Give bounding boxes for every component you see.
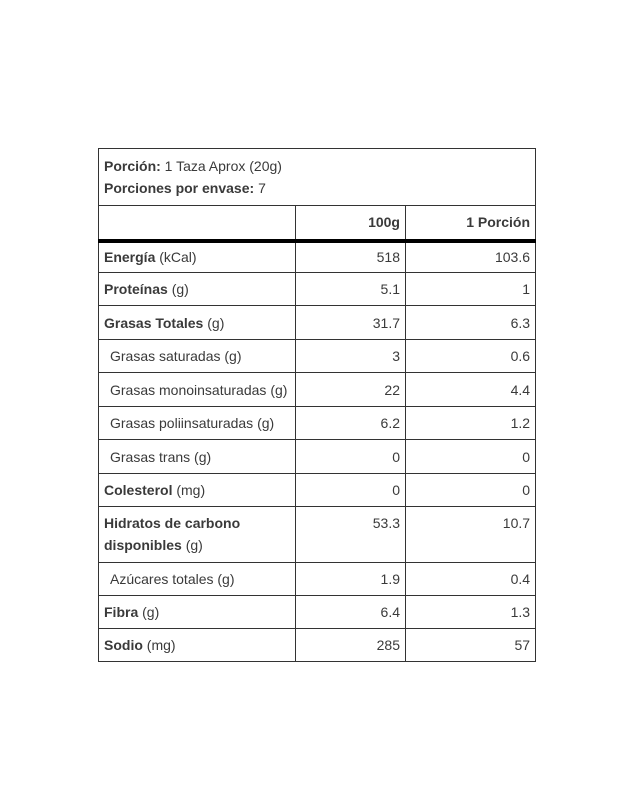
value-portion: 1 [404, 272, 537, 306]
value-portion: 0.6 [404, 339, 537, 373]
column-header-100g: 100g [295, 205, 406, 243]
nutrient-name: Grasas monoinsaturadas [110, 381, 267, 398]
portion-label: Porción: [104, 158, 161, 174]
nutrient-name: Energía [104, 249, 156, 266]
nutrient-unit: (g) [171, 281, 189, 297]
table-row: Hidratos de carbono disponibles (g) 53.3… [98, 506, 537, 563]
nutrient-unit: (g) [207, 314, 225, 331]
nutrient-unit: (g) [194, 448, 212, 465]
table-row: Proteínas (g) 5.1 1 [98, 272, 537, 306]
value-100g: 0 [295, 473, 406, 507]
nutrient-name: Azúcares totales [110, 571, 214, 587]
value-100g: 3 [295, 339, 406, 373]
value-portion: 1.3 [404, 595, 537, 629]
table-row: Sodio (mg) 285 57 [98, 628, 537, 662]
value-100g: 518 [295, 240, 406, 273]
nutrient-name: Proteínas [104, 281, 168, 297]
nutrient-name-cell: Grasas Totales (g) [98, 305, 296, 340]
nutrient-name-cell: Energía (kCal) [98, 240, 296, 273]
nutrient-name: Grasas poliinsaturadas [110, 415, 254, 431]
table-row: Energía (kCal) 518 103.6 [98, 240, 537, 273]
nutrient-unit: (g) [217, 571, 235, 587]
table-row: Grasas poliinsaturadas (g) 6.2 1.2 [98, 406, 537, 440]
value-100g: 1.9 [295, 562, 406, 596]
table-row: Grasas Totales (g) 31.7 6.3 [98, 305, 537, 340]
nutrient-unit: (g) [142, 604, 160, 620]
value-portion: 103.6 [404, 240, 537, 273]
nutrient-unit: (g) [257, 415, 275, 431]
nutrient-name: Sodio [104, 637, 143, 653]
per-container-label: Porciones por envase: [104, 180, 255, 196]
value-portion: 57 [404, 628, 537, 662]
nutrient-name-cell: Proteínas (g) [98, 272, 296, 306]
portion-value: 1 Taza Aprox (20g) [164, 158, 282, 174]
table-row: Azúcares totales (g) 1.9 0.4 [98, 562, 537, 596]
nutrient-unit: (g) [270, 381, 288, 398]
serving-info-row: Porción: 1 Taza Aprox (20g) Porciones po… [97, 148, 537, 206]
column-header-portion: 1 Porción [404, 205, 537, 243]
nutrient-name-cell: Fibra (g) [98, 595, 296, 629]
table-row: Grasas monoinsaturadas (g) 22 4.4 [98, 372, 537, 407]
nutrient-name: Grasas saturadas [110, 348, 221, 364]
table-row: Grasas trans (g) 0 0 [98, 439, 537, 474]
value-100g: 6.4 [295, 595, 406, 629]
serving-info: Porción: 1 Taza Aprox (20g) Porciones po… [97, 148, 537, 206]
nutrient-unit: (mg) [146, 637, 176, 653]
nutrition-table: Porción: 1 Taza Aprox (20g) Porciones po… [97, 148, 537, 662]
value-portion: 0 [404, 439, 537, 474]
value-portion: 1.2 [404, 406, 537, 440]
nutrient-unit: (g) [224, 348, 242, 364]
per-container-value: 7 [258, 180, 266, 196]
nutrient-name-cell: Grasas trans (g) [98, 439, 296, 474]
table-row: Fibra (g) 6.4 1.3 [98, 595, 537, 629]
nutrient-name-cell: Grasas saturadas (g) [98, 339, 296, 373]
nutrient-name: Fibra [104, 604, 139, 620]
nutrient-name-cell: Sodio (mg) [98, 628, 296, 662]
nutrient-name: Grasas trans [110, 448, 191, 465]
value-100g: 22 [295, 372, 406, 407]
value-portion: 10.7 [404, 506, 537, 563]
nutrient-name: Hidratos de carbono disponibles [104, 515, 241, 553]
nutrient-name: Colesterol [104, 482, 173, 498]
column-header-row: 100g 1 Porción [98, 205, 537, 243]
nutrient-name: Grasas Totales [104, 314, 204, 331]
nutrient-unit: (g) [185, 537, 203, 553]
value-portion: 4.4 [404, 372, 537, 407]
value-100g: 0 [295, 439, 406, 474]
table-row: Colesterol (mg) 0 0 [98, 473, 537, 507]
nutrient-unit: (mg) [176, 482, 206, 498]
value-portion: 6.3 [404, 305, 537, 340]
value-100g: 285 [295, 628, 406, 662]
value-portion: 0 [404, 473, 537, 507]
nutrient-name-cell: Colesterol (mg) [98, 473, 296, 507]
nutrient-name-cell: Grasas poliinsaturadas (g) [98, 406, 296, 440]
value-portion: 0.4 [404, 562, 537, 596]
nutrient-unit: (kCal) [159, 249, 197, 266]
table-row: Grasas saturadas (g) 3 0.6 [98, 339, 537, 373]
value-100g: 53.3 [295, 506, 406, 563]
value-100g: 6.2 [295, 406, 406, 440]
column-header-nutrient [98, 205, 296, 243]
nutrient-name-cell: Hidratos de carbono disponibles (g) [98, 506, 296, 563]
nutrient-name-cell: Azúcares totales (g) [98, 562, 296, 596]
value-100g: 31.7 [295, 305, 406, 340]
nutrient-name-cell: Grasas monoinsaturadas (g) [98, 372, 296, 407]
value-100g: 5.1 [295, 272, 406, 306]
